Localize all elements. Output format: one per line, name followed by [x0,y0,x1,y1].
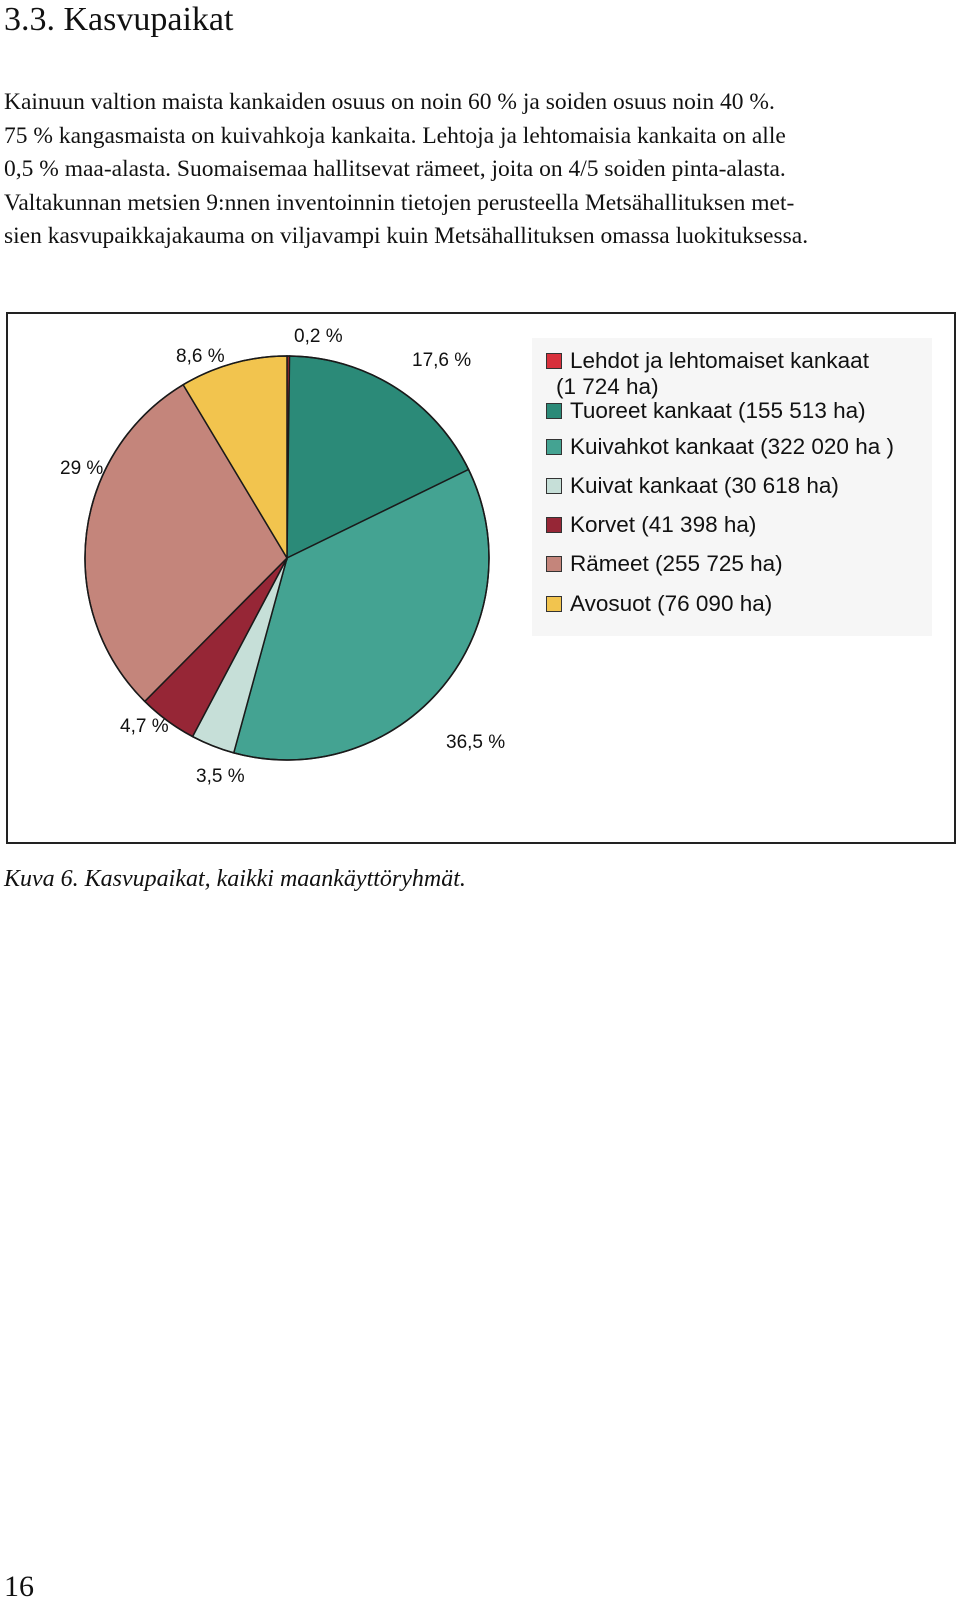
pie-outline [84,355,490,761]
figure-caption: Kuva 6. Kasvupaikat, kaikki maankäyttöry… [4,866,466,892]
body-line: Kainuun valtion maista kankaiden osuus o… [4,89,775,115]
legend-label: Korvet (41 398 ha) [570,512,757,537]
slice-label: 17,6 % [412,350,471,371]
body-line: sien kasvupaikkajakauma on viljavampi ku… [4,223,809,249]
pie-chart-figure: 0,2 % 17,6 % 36,5 % 3,5 % 4,7 % 29 % 8,6 % Leh… [6,312,956,844]
legend-item-tuoreet: Tuoreet kankaat (155 513 ha) [542,398,866,424]
pie-chart: 0,2 % 17,6 % 36,5 % 3,5 % 4,7 % 29 % 8,6 % [60,326,505,787]
slice-label: 8,6 % [176,346,225,367]
page-number: 16 [4,1570,34,1603]
slice-label: 36,5 % [446,732,505,753]
legend-swatch-korvet [546,517,562,533]
legend-swatch-tuoreet [546,403,562,419]
legend-swatch-kuivat [546,478,562,494]
legend-label: Kuivat kankaat (30 618 ha) [570,473,839,498]
body-paragraph: Kainuun valtion maista kankaiden osuus o… [4,86,954,254]
section-heading: 3.3. Kasvupaikat [4,1,234,38]
legend-item-avosuot: Avosuot (76 090 ha) [542,591,772,617]
body-line: Valtakunnan metsien 9:nnen inventoinnin … [4,189,795,216]
legend-label: Lehdot ja lehtomaiset kankaat [570,348,869,373]
legend-label: Tuoreet kankaat (155 513 ha) [570,398,866,423]
slice-label: 4,7 % [120,716,169,737]
pie-slices [84,355,490,761]
legend-swatch-lehdot [546,353,562,369]
legend-swatch-kuivahkot [546,439,562,455]
slice-label: 29 % [60,458,103,479]
legend-item-korvet: Korvet (41 398 ha) [542,512,756,538]
body-line: 75 % kangasmaista on kuivahkoja kankaita… [4,122,786,149]
legend-item-kuivahkot: Kuivahkot kankaat (322 020 ha ) [542,434,894,460]
pie-labels: 0,2 % 17,6 % 36,5 % 3,5 % 4,7 % 29 % 8,6 % [60,326,505,787]
legend-swatch-avosuot [546,596,562,612]
legend-item-kuivat: Kuivat kankaat (30 618 ha) [542,473,839,499]
chart-legend: Lehdot ja lehtomaiset kankaat (1 724 ha)… [532,338,932,636]
slice-label: 0,2 % [294,326,343,347]
slice-label: 3,5 % [196,766,245,787]
legend-label: Rämeet (255 725 ha) [570,551,783,576]
body-line: 0,5 % maa-alasta. Suomaisemaa hallitseva… [4,156,786,182]
legend-item-lehdot: Lehdot ja lehtomaiset kankaat (1 724 ha) [542,348,869,400]
legend-label: Kuivahkot kankaat (322 020 ha ) [570,434,894,459]
legend-label-area: (1 724 ha) [556,374,659,399]
legend-swatch-rameet [546,556,562,572]
legend-label: Avosuot (76 090 ha) [570,591,773,616]
legend-item-rameet: Rämeet (255 725 ha) [542,551,783,577]
